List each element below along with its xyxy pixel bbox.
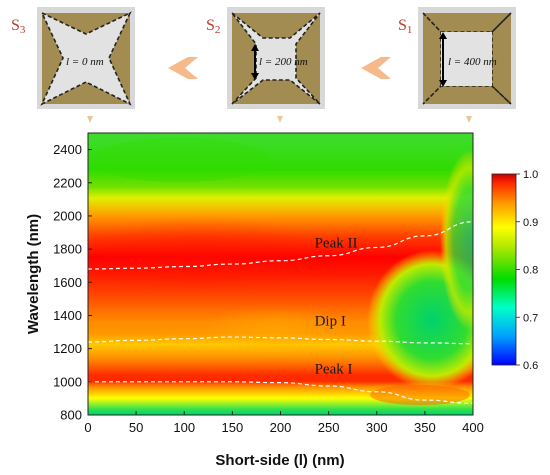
heatmap-green-region xyxy=(367,250,473,390)
x-tick-label: 150 xyxy=(222,420,244,435)
annotation-label: Peak I xyxy=(315,362,353,378)
y-tick-label: 2400 xyxy=(53,142,82,157)
y-axis: 800 1000 1200 1400 1600 1800 2000 2200 2400 xyxy=(53,142,92,423)
curve-dip-i xyxy=(88,336,473,345)
x-tick-label: 100 xyxy=(173,420,195,435)
structure-panel-s2: S2 l = 200 nm xyxy=(206,7,325,109)
x-tick-label: 50 xyxy=(129,420,143,435)
curve-peak-ii xyxy=(88,221,473,270)
x-tick-label: 200 xyxy=(270,420,292,435)
annotation-label: Dip I xyxy=(315,313,346,329)
y-axis-label: Wavelength (nm) xyxy=(25,214,42,334)
y-tick-label: 1000 xyxy=(53,374,82,389)
panel-length-s1: l = 400 nm xyxy=(448,56,497,68)
y-tick-label: 2200 xyxy=(53,175,82,190)
colorbar-ticks: 1.0 0.9 0.8 0.7 0.6 xyxy=(516,169,538,372)
colorbar-tick-label: 0.6 xyxy=(523,360,538,372)
colorbar-tick-label: 0.9 xyxy=(523,217,538,229)
x-tick-label: 0 xyxy=(84,420,91,435)
marker-triangle-icon xyxy=(466,116,472,123)
colorbar: 1.0 0.9 0.8 0.7 0.6 xyxy=(491,169,538,372)
colorbar-gradient xyxy=(491,173,517,366)
structure-panel-s3: S3 l = 0 nm xyxy=(11,7,135,109)
y-tick-label: 1800 xyxy=(53,242,82,257)
panel-length-s2: l = 200 nm xyxy=(259,56,308,68)
y-tick-label: 1200 xyxy=(53,341,82,356)
structure-panel-s1: S1 l = 400 nm xyxy=(398,7,516,109)
x-tick-label: 350 xyxy=(414,420,436,435)
x-axis-label: Short-side (l) (nm) xyxy=(215,452,344,469)
panel-label-s2: S2 xyxy=(206,17,220,36)
length-arrow-icon xyxy=(439,32,447,87)
annotation-curves xyxy=(88,221,473,404)
panel-length-s3: l = 0 nm xyxy=(66,56,104,68)
x-axis: 0 50 100 150 200 250 300 350 400 xyxy=(84,411,484,435)
marker-triangle-icon xyxy=(87,116,93,123)
colorbar-tick-label: 0.7 xyxy=(523,312,538,324)
annotation-label: Peak II xyxy=(315,235,358,251)
panel-label-s1: S1 xyxy=(398,17,412,36)
heatmap-area xyxy=(88,133,473,415)
colorbar-tick-label: 1.0 xyxy=(523,169,538,181)
length-arrow-icon xyxy=(251,44,259,80)
colorbar-tick-label: 0.8 xyxy=(523,265,538,277)
star-shape-icon xyxy=(40,11,132,106)
chevron-left-icon xyxy=(168,57,198,79)
y-tick-label: 2000 xyxy=(53,208,82,223)
x-tick-label: 250 xyxy=(318,420,340,435)
y-tick-label: 1400 xyxy=(53,308,82,323)
marker-triangle-icon xyxy=(277,116,283,123)
chevron-left-icon xyxy=(361,57,391,79)
curve-peak-i xyxy=(88,381,473,404)
y-tick-label: 800 xyxy=(60,408,82,423)
x-tick-label: 400 xyxy=(462,420,484,435)
x-tick-label: 300 xyxy=(366,420,388,435)
y-tick-label: 1600 xyxy=(53,275,82,290)
annotation-labels: Peak II Dip I Peak I xyxy=(315,235,358,377)
panel-label-s3: S3 xyxy=(11,17,26,36)
